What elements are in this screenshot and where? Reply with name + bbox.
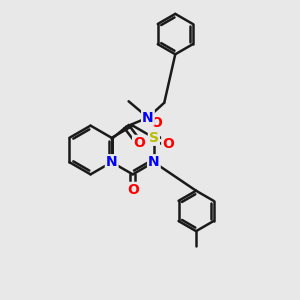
- Text: O: O: [162, 136, 174, 151]
- Text: N: N: [142, 111, 154, 124]
- Text: O: O: [133, 136, 145, 150]
- Text: S: S: [149, 131, 159, 145]
- Text: N: N: [106, 155, 118, 169]
- Text: N: N: [148, 155, 160, 169]
- Text: O: O: [127, 183, 139, 197]
- Text: O: O: [150, 116, 162, 130]
